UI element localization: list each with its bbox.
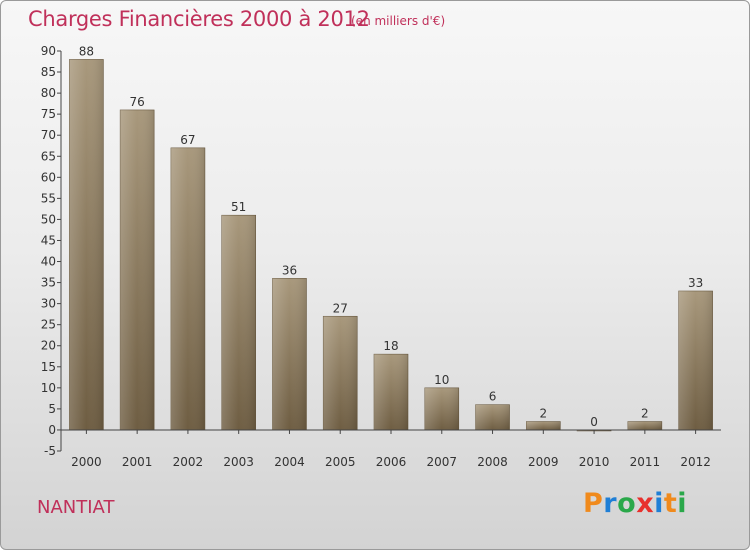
y-tick-label: 0 <box>48 423 56 437</box>
y-tick-label: 50 <box>41 212 56 226</box>
logo-letter: i <box>677 488 688 519</box>
bar-shade <box>170 147 205 430</box>
y-tick-label: 25 <box>41 318 56 332</box>
bar-shade <box>424 387 459 430</box>
x-tick-label: 2005 <box>325 455 356 469</box>
y-tick-label: -5 <box>44 444 56 458</box>
x-tick-label: 2000 <box>71 455 102 469</box>
x-tick-label: 2009 <box>528 455 559 469</box>
bar-shade <box>120 109 155 430</box>
bars: 88 76 67 51 36 27 18 10 6 2 0 2 33 <box>69 44 713 432</box>
data-label: 18 <box>383 339 398 353</box>
data-label: 10 <box>434 373 449 387</box>
proxiti-logo: Proxiti <box>583 488 687 519</box>
y-tick-label: 10 <box>41 381 56 395</box>
bar-shade <box>323 316 358 430</box>
data-label: 2 <box>539 407 547 421</box>
y-tick-label: 40 <box>41 255 56 269</box>
data-label: 0 <box>590 415 598 429</box>
data-label: 51 <box>231 200 246 214</box>
logo-letter: x <box>636 488 655 519</box>
x-tick-label: 2006 <box>376 455 407 469</box>
y-tick-label: 70 <box>41 128 56 142</box>
x-tick-label: 2010 <box>579 455 610 469</box>
logo-letter: i <box>654 488 664 519</box>
y-tick-label: 60 <box>41 170 56 184</box>
y-tick-label: 15 <box>41 360 56 374</box>
y-tick-label: 85 <box>41 65 56 79</box>
y-tick-label: 5 <box>48 402 56 416</box>
y-axis: -5 0 5 10 15 20 25 30 35 40 45 50 55 60 65 70 75 80 85 90 <box>41 44 62 458</box>
bar-shade <box>627 421 662 430</box>
y-tick-label: 45 <box>41 233 56 247</box>
x-tick-label: 2001 <box>122 455 153 469</box>
data-label: 36 <box>282 263 297 277</box>
logo-letter: P <box>583 488 604 519</box>
logo-letter: t <box>663 488 678 519</box>
x-tick-label: 2011 <box>630 455 661 469</box>
bar-shade <box>475 404 510 430</box>
data-label: 88 <box>79 44 94 58</box>
bar-shade <box>221 215 256 430</box>
y-tick-label: 20 <box>41 339 56 353</box>
y-tick-label: 30 <box>41 297 56 311</box>
bar-shade <box>526 421 561 430</box>
y-tick-label: 75 <box>41 107 56 121</box>
logo-letter: r <box>603 488 618 519</box>
chart-title: Charges Financières 2000 à 2012 <box>28 7 370 31</box>
x-tick-label: 2012 <box>680 455 711 469</box>
logo-letter: o <box>617 488 637 519</box>
bar-shade <box>678 291 713 430</box>
y-tick-label: 65 <box>41 149 56 163</box>
data-label: 33 <box>688 276 703 290</box>
commune-name: NANTIAT <box>37 497 115 518</box>
data-label: 6 <box>489 390 497 404</box>
bar-shade <box>69 59 104 430</box>
y-tick-label: 35 <box>41 276 56 290</box>
x-axis: 2000 2001 2002 2003 2004 2005 2006 2007 2008 2009… <box>61 429 721 469</box>
bar-shade <box>272 278 307 430</box>
y-tick-label: 55 <box>41 191 56 205</box>
data-label: 76 <box>130 95 145 109</box>
data-label: 67 <box>180 133 195 147</box>
data-label: 2 <box>641 407 649 421</box>
bar-shade <box>374 354 408 430</box>
x-tick-label: 2004 <box>274 455 305 469</box>
chart-subtitle: (en milliers d'€) <box>351 14 446 28</box>
data-label: 27 <box>333 301 348 315</box>
x-tick-label: 2008 <box>477 455 508 469</box>
x-tick-label: 2002 <box>173 455 204 469</box>
y-tick-label: 90 <box>41 44 56 58</box>
y-tick-label: 80 <box>41 86 56 100</box>
x-tick-label: 2003 <box>223 455 254 469</box>
x-tick-label: 2007 <box>426 455 457 469</box>
